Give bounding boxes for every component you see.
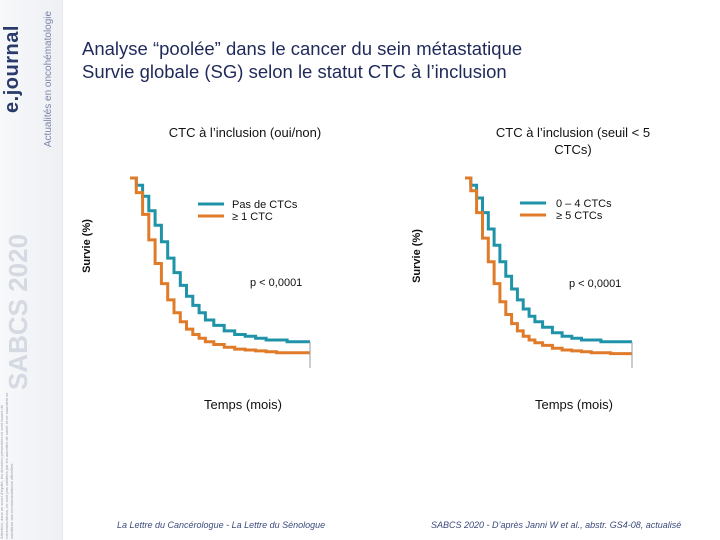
x-axis-label: Temps (mois) — [204, 397, 282, 412]
x-axis-label: Temps (mois) — [535, 397, 613, 412]
slide-title: Analyse “poolée” dans le cancer du sein … — [82, 37, 702, 83]
series-line-1 — [130, 176, 310, 355]
y-axis-label: Survie (%) — [81, 219, 93, 273]
left-panel-title: CTC à l’inclusion (oui/non) — [168, 125, 322, 140]
series-line-0 — [465, 176, 632, 344]
right-panel-title: CTC à l’inclusion (seuil < 5 CTCs) — [495, 125, 651, 157]
branding-strip: e.journal Actualités en oncohématologie … — [0, 0, 63, 540]
legend-label-1: ≥ 5 CTCs — [556, 210, 603, 222]
series-line-0 — [130, 176, 310, 344]
legend-label-0: 0 – 4 CTCs — [556, 198, 612, 210]
p-value-annotation: p < 0,0001 — [569, 278, 621, 290]
footer-reference: SABCS 2020 - D’après Janni W et al., abs… — [431, 520, 682, 530]
legend-label-0: Pas de CTCs — [232, 199, 298, 211]
p-value-annotation: p < 0,0001 — [250, 277, 302, 289]
series-line-1 — [465, 176, 632, 356]
legend-label-1: ≥ 1 CTC — [232, 211, 273, 223]
footer-journal: La Lettre du Cancérologue - La Lettre du… — [117, 520, 326, 530]
slide-title-line1: Analyse “poolée” dans le cancer du sein … — [82, 38, 523, 59]
slide-title-line2: Survie globale (SG) selon le statut CTC … — [82, 61, 507, 82]
y-axis-label: Survie (%) — [411, 229, 423, 283]
